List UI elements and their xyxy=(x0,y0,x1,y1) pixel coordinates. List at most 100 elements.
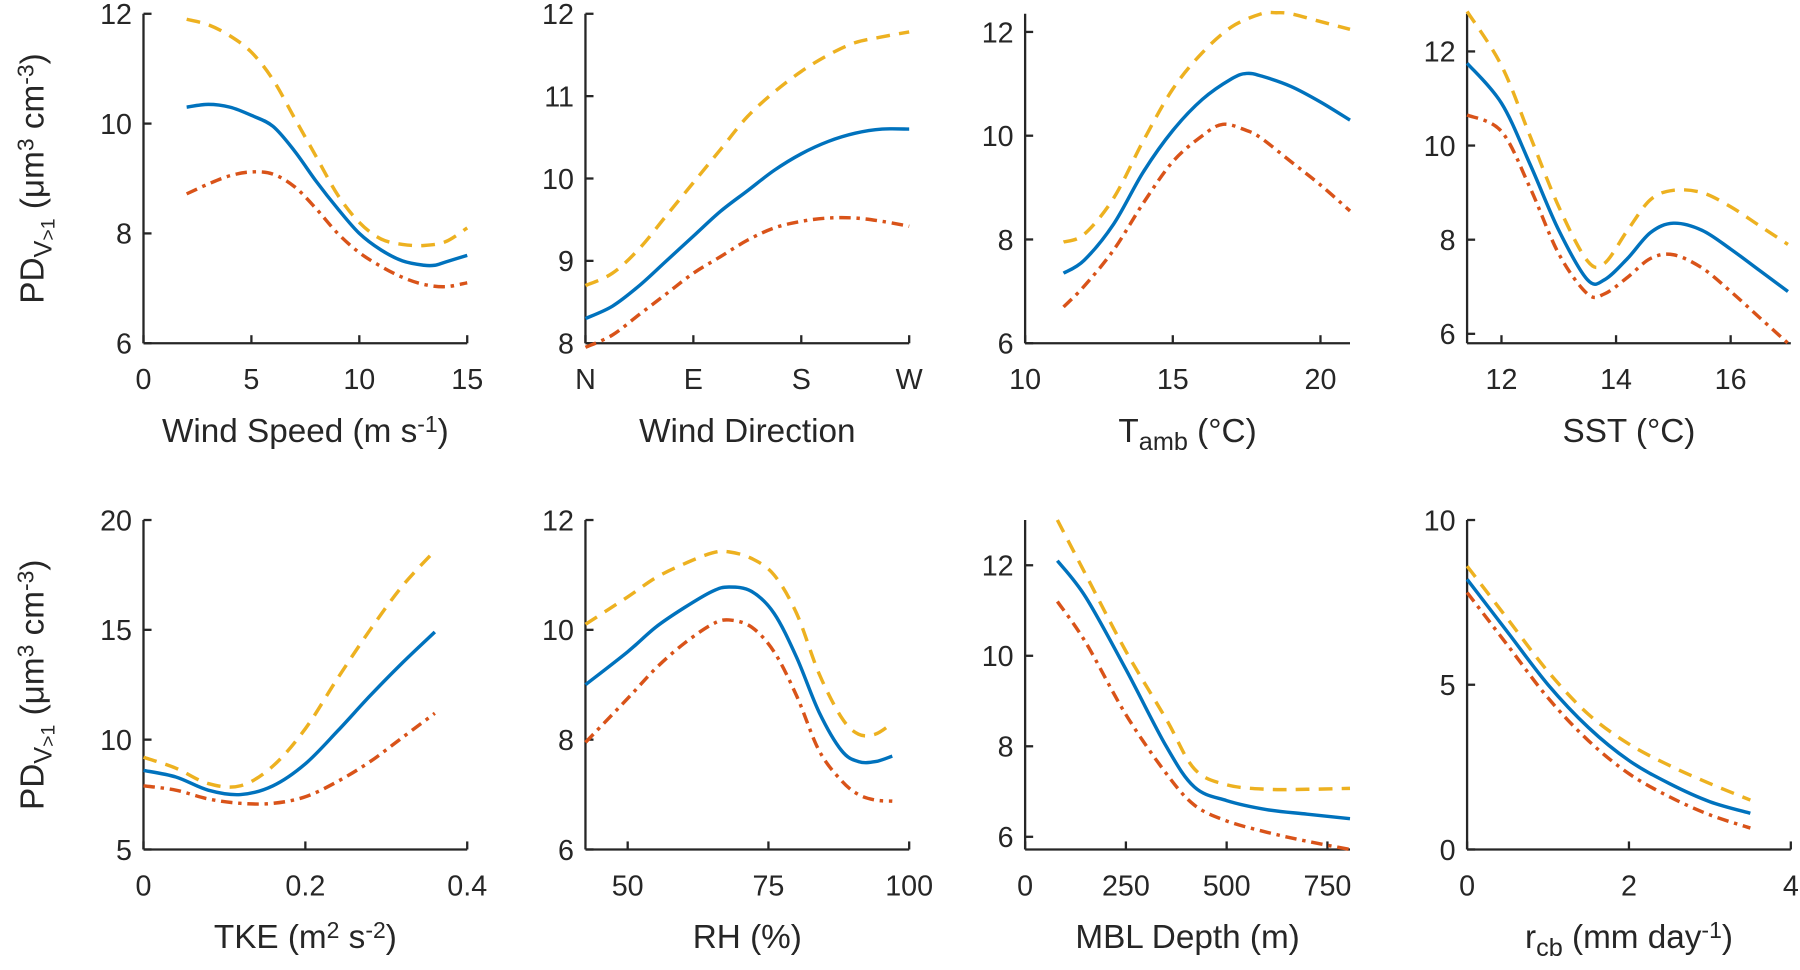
x-tick-label: 10 xyxy=(343,364,375,396)
label-segment: V xyxy=(29,747,57,764)
x-axis-label: Wind Direction xyxy=(639,413,855,450)
series-lower-line xyxy=(1062,122,1352,309)
y-tick-label: 12 xyxy=(982,551,1014,583)
label-segment: -2 xyxy=(365,917,385,943)
label-segment: RH (%) xyxy=(693,919,802,956)
series-mean-line xyxy=(186,102,468,268)
label-segment: (mm day xyxy=(1563,919,1702,956)
label-segment: >1 xyxy=(38,725,60,747)
x-tick-label: 100 xyxy=(885,870,933,902)
y-tick-label: 12 xyxy=(542,505,574,537)
y-tick-label: 8 xyxy=(998,732,1014,764)
subplot-4: 12 14 16 6 8 10 12 SST (°C) xyxy=(1424,10,1791,450)
y-tick-label: 9 xyxy=(558,246,574,278)
series-mean-line xyxy=(584,585,893,765)
x-tick-label: 2 xyxy=(1621,870,1637,902)
x-axis-label: rcb (mm day-1) xyxy=(1525,917,1733,962)
y-tick-label: 5 xyxy=(1440,670,1456,702)
subplot-2: N E S W 8 9 10 11 12 Wind Direction xyxy=(542,0,923,450)
y-axis-label: PDV>1 (μm3 cm-3) xyxy=(12,560,59,810)
y-tick-label: 10 xyxy=(542,615,574,647)
label-segment: cm xyxy=(15,591,52,645)
series-upper-line xyxy=(1465,10,1789,270)
x-tick-label: S xyxy=(792,364,811,396)
x-tick-label: 0 xyxy=(136,364,152,396)
label-segment: -1 xyxy=(417,411,437,437)
y-tick-label: 15 xyxy=(100,615,132,647)
y-tick-label: 0 xyxy=(1440,835,1456,867)
label-segment: V xyxy=(29,240,57,257)
label-segment: SST (°C) xyxy=(1563,413,1696,450)
label-segment: (μm xyxy=(15,151,52,218)
series-mean-line xyxy=(1465,62,1789,293)
y-tick-label: 12 xyxy=(982,17,1014,49)
x-tick-label: 0 xyxy=(1017,870,1033,902)
series-mean-line xyxy=(584,127,910,321)
label-segment: (°C) xyxy=(1188,413,1257,450)
x-tick-label: 15 xyxy=(1157,364,1189,396)
label-segment: MBL Depth (m) xyxy=(1075,919,1299,956)
series-lower-line xyxy=(1465,591,1751,830)
y-tick-label: 10 xyxy=(100,725,132,757)
label-segment: s xyxy=(339,919,365,956)
series-upper-line xyxy=(142,549,437,789)
label-segment: ) xyxy=(15,53,52,64)
x-tick-label: 250 xyxy=(1102,870,1150,902)
series-lower-line xyxy=(584,215,910,349)
label-segment: ) xyxy=(1722,919,1733,956)
series-lower-line xyxy=(1466,113,1790,345)
y-tick-label: 12 xyxy=(100,0,132,31)
x-tick-label: 5 xyxy=(243,364,259,396)
y-tick-label: 10 xyxy=(100,109,132,141)
subplot-8: 0 2 4 0 5 10 rcb (mm day-1) xyxy=(1424,505,1799,961)
label-segment: Wind Speed (m s xyxy=(162,413,417,450)
series-mean-line xyxy=(143,630,437,797)
label-segment: cm xyxy=(15,85,52,139)
x-axis-label: TKE (m2 s-2) xyxy=(214,917,397,956)
subplot-3: 10 15 20 6 8 10 12 Tamb (°C) xyxy=(982,10,1352,455)
series-upper-line xyxy=(186,17,469,248)
label-segment: TKE (m xyxy=(214,919,327,956)
label-segment: (μm xyxy=(15,657,52,724)
label-segment: ) xyxy=(15,560,52,571)
y-tick-label: 6 xyxy=(998,329,1014,361)
x-axis-label: RH (%) xyxy=(693,919,802,956)
y-tick-label: 11 xyxy=(544,81,574,113)
x-tick-label: W xyxy=(896,364,923,396)
series-mean-line xyxy=(1056,559,1351,821)
y-tick-label: 20 xyxy=(100,505,132,537)
label-segment: -3 xyxy=(12,64,38,84)
series-mean-line xyxy=(1465,578,1751,815)
x-tick-label: 10 xyxy=(1009,364,1041,396)
y-tick-label: 12 xyxy=(1424,37,1456,69)
label-segment: cb xyxy=(1536,934,1563,962)
series-lower-line xyxy=(1055,600,1351,852)
y-tick-label: 6 xyxy=(998,822,1014,854)
label-segment: T xyxy=(1118,413,1138,450)
x-tick-label: 50 xyxy=(612,870,644,902)
x-tick-label: 0.2 xyxy=(285,870,325,902)
y-tick-label: 10 xyxy=(982,121,1014,153)
label-segment: r xyxy=(1525,919,1536,956)
series-lower-line xyxy=(185,170,468,289)
label-segment: PD xyxy=(15,764,52,810)
label-segment: 3 xyxy=(12,138,38,151)
y-tick-label: 10 xyxy=(982,641,1014,673)
y-tick-label: 12 xyxy=(542,0,574,31)
series-upper-line xyxy=(1062,10,1351,244)
subplot-6: 50 75 100 6 8 10 12 RH (%) xyxy=(542,505,933,956)
x-tick-label: 0 xyxy=(136,870,152,902)
y-tick-label: 8 xyxy=(558,725,574,757)
label-segment: ) xyxy=(438,413,449,450)
x-tick-label: 20 xyxy=(1305,364,1337,396)
subplot-7: 0 250 500 750 6 8 10 12 MBL Depth (m) xyxy=(982,519,1351,956)
label-segment: Wind Direction xyxy=(639,413,855,450)
x-tick-label: 0 xyxy=(1459,870,1475,902)
x-tick-label: 750 xyxy=(1303,870,1351,902)
series-mean-line xyxy=(1062,71,1351,275)
series-upper-line xyxy=(584,30,910,288)
y-tick-label: 8 xyxy=(998,225,1014,257)
y-tick-label: 10 xyxy=(1424,505,1456,537)
